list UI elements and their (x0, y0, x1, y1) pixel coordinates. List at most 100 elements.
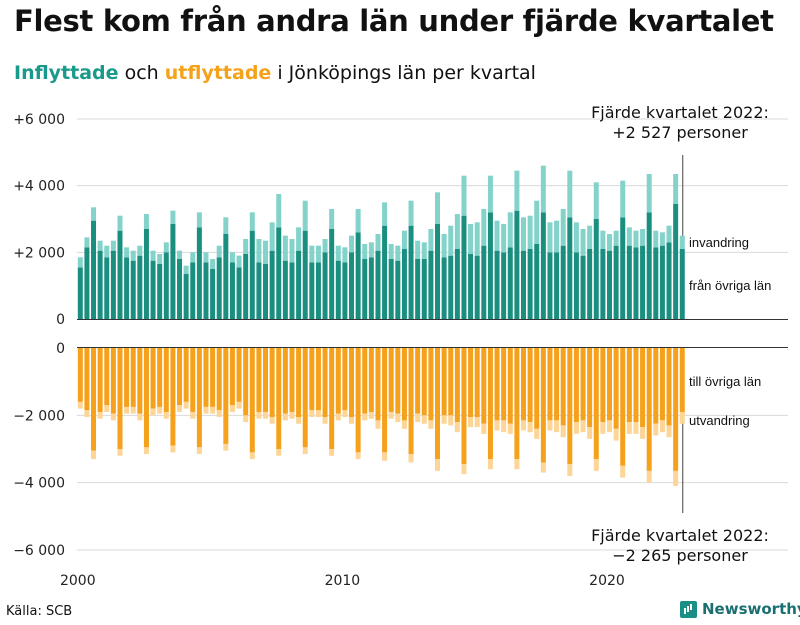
bar-in-other (666, 242, 672, 319)
bar-out-emi (249, 452, 255, 460)
bars (77, 165, 685, 487)
bar-in-other (540, 212, 546, 319)
ytick-top-label: +2 000 (13, 245, 65, 261)
bar-out-other (243, 348, 249, 416)
bar-in-other (600, 249, 606, 319)
bar-in-other (567, 217, 573, 319)
bar-out-emi (289, 411, 295, 419)
bar-in-other (342, 262, 348, 319)
bar-in-imm (580, 229, 586, 256)
bar-in-imm (117, 215, 123, 231)
bar-out-emi (302, 447, 308, 455)
bar-in-imm (210, 259, 216, 269)
bar-out-emi (269, 417, 275, 424)
bar-in-imm (487, 175, 493, 213)
bar-in-imm (196, 212, 202, 228)
bar-out-emi (501, 420, 507, 433)
bar-in-imm (587, 225, 593, 249)
bar-out-other (256, 348, 262, 412)
bar-out-emi (349, 417, 355, 424)
bar-in-imm (249, 212, 255, 231)
bar-in-imm (104, 245, 110, 258)
bar-in-other (163, 252, 169, 319)
bar-in-imm (521, 217, 527, 251)
bar-out-emi (276, 449, 282, 456)
bar-out-other (514, 348, 520, 460)
bar-in-imm (150, 250, 156, 261)
tick-labels: +6 000 +4 000 +2 000 0 0 −2 000 −4 000 −6 000 20… (13, 112, 625, 589)
bar-out-other (534, 348, 540, 429)
bar-out-emi (408, 454, 414, 463)
bar-out-other (679, 348, 685, 412)
bar-out-other (210, 348, 216, 407)
bar-in-other (481, 245, 487, 319)
bar-in-other (229, 262, 235, 319)
bar-out-emi (329, 449, 335, 456)
bar-in-other (84, 247, 90, 319)
bar-out-emi (282, 413, 288, 421)
bar-in-other (124, 257, 130, 319)
bar-in-other (335, 260, 341, 319)
bar-in-other (593, 219, 599, 319)
bar-out-other (355, 348, 361, 453)
bar-out-emi (382, 452, 388, 461)
bar-out-other (335, 348, 341, 414)
bar-out-other (203, 348, 209, 407)
bar-in-imm (329, 209, 335, 229)
xtick-label: 2020 (589, 573, 625, 589)
bar-out-emi (77, 401, 83, 409)
bar-out-emi (256, 411, 262, 419)
brand-logo[interactable]: Newsworthy (680, 600, 800, 618)
bar-in-other (461, 215, 467, 319)
bar-out-emi (388, 411, 394, 419)
bar-in-other (514, 210, 520, 319)
bar-in-imm (296, 227, 302, 251)
bar-in-other (395, 260, 401, 319)
bar-in-imm (679, 235, 685, 249)
bar-out-other (269, 348, 275, 418)
ytick-bottom-label: −4 000 (13, 476, 65, 492)
bar-out-emi (368, 411, 374, 419)
bar-out-emi (117, 449, 123, 456)
bar-in-other (355, 232, 361, 319)
bar-out-emi (474, 417, 480, 428)
xtick-label: 2000 (60, 573, 96, 589)
bar-out-emi (435, 459, 441, 471)
bar-out-emi (183, 401, 189, 409)
bar-in-other (474, 255, 480, 319)
bar-in-imm (375, 234, 381, 251)
bar-in-imm (229, 252, 235, 263)
bar-out-emi (521, 420, 527, 431)
bar-in-other (77, 267, 83, 319)
bar-out-other (216, 348, 222, 411)
bar-in-imm (401, 230, 407, 249)
bar-in-other (587, 249, 593, 319)
bar-out-emi (216, 410, 222, 418)
bar-in-other (137, 255, 143, 319)
bar-in-other (263, 264, 269, 319)
bar-out-emi (210, 406, 216, 414)
bar-out-emi (157, 406, 163, 414)
ytick-bottom-label: −6 000 (13, 543, 65, 559)
bar-in-other (626, 245, 632, 319)
bar-out-emi (170, 445, 176, 453)
bar-in-imm (335, 245, 341, 261)
axes (77, 319, 788, 348)
bar-out-emi (547, 420, 553, 431)
bar-in-other (368, 257, 374, 319)
bar-out-other (368, 348, 374, 412)
bar-out-emi (454, 422, 460, 433)
bar-out-other (289, 348, 295, 412)
bar-out-other (177, 348, 183, 406)
bar-out-other (382, 348, 388, 453)
bar-out-other (554, 348, 560, 421)
label-till-ovriga-lan: till övriga län (689, 374, 761, 389)
bar-out-emi (355, 452, 361, 460)
bar-out-other (263, 348, 269, 412)
bar-in-imm (97, 240, 103, 251)
bar-in-other (468, 254, 474, 319)
bar-in-imm (646, 174, 652, 213)
bar-in-other (507, 247, 513, 319)
bar-in-other (157, 264, 163, 319)
bar-out-other (540, 348, 546, 463)
